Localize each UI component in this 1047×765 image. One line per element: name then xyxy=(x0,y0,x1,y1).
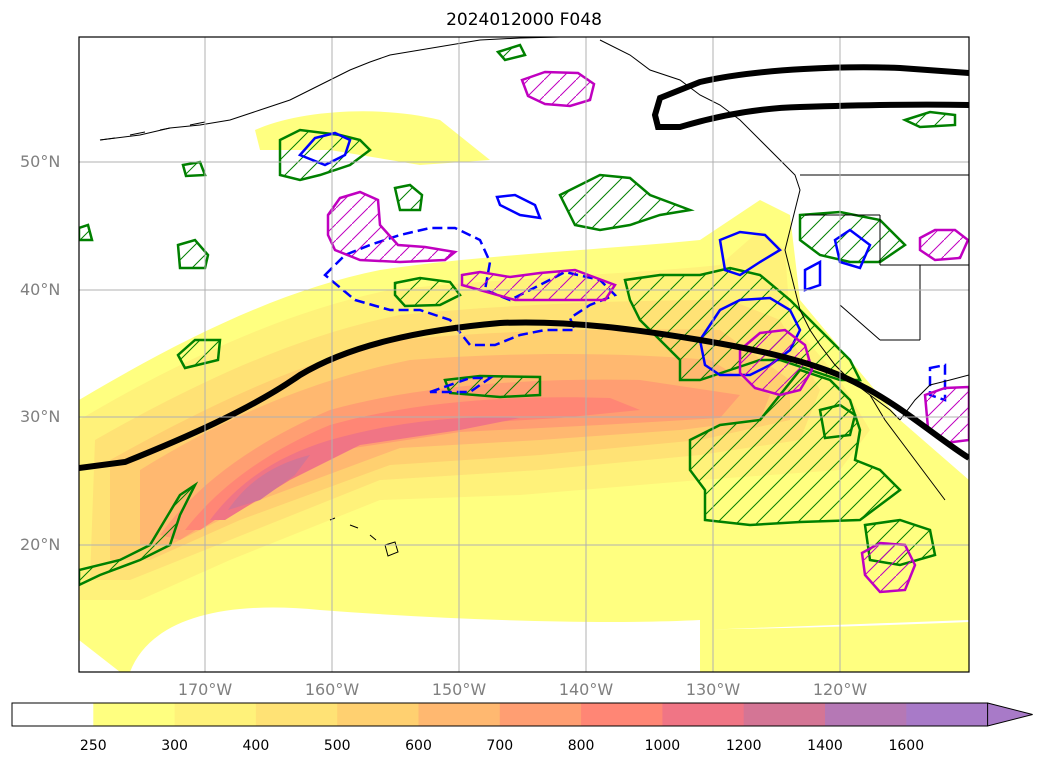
baja-coast xyxy=(869,394,946,501)
green-contour-west xyxy=(79,481,199,587)
blue-contour-2 xyxy=(495,193,542,220)
magenta-contour-1 xyxy=(326,190,458,264)
colorbar-tick-label: 400 xyxy=(242,738,270,754)
colorbar-segment xyxy=(499,703,582,726)
gridlines xyxy=(79,37,969,672)
colorbar-segment xyxy=(662,703,745,726)
blue-dashed-contour-2 xyxy=(429,376,494,394)
colorbar-segment xyxy=(174,703,257,726)
colorbar-tick-label: 700 xyxy=(486,738,514,754)
colorbar-segment xyxy=(581,703,663,726)
green-contour-5 xyxy=(818,403,857,440)
blue-contour-5 xyxy=(833,228,872,270)
colorbar-segment xyxy=(337,703,419,726)
colorbar-segment xyxy=(12,703,94,726)
colorbar-outline xyxy=(11,702,988,727)
green-contour-mid xyxy=(393,276,462,308)
colorbar-tick-label: 300 xyxy=(161,738,188,754)
lon-label-130w: 130°W xyxy=(685,680,741,699)
magenta-contour-4 xyxy=(738,328,814,397)
magenta-contours xyxy=(326,70,969,594)
green-contour-2 xyxy=(176,238,210,270)
ivt-band-1000 xyxy=(210,417,520,520)
colorbar-segment xyxy=(418,703,501,726)
magenta-contour-3 xyxy=(520,70,596,108)
state-borders xyxy=(805,214,969,341)
alaska-coast xyxy=(99,37,561,141)
bc-coast xyxy=(599,39,801,231)
ivt-band-1200 xyxy=(228,455,310,510)
colorbar-tick-label: 1000 xyxy=(644,738,681,754)
colorbar-segment xyxy=(906,703,989,726)
aleutians xyxy=(99,121,206,141)
jet-axis xyxy=(79,64,969,471)
green-contour-8 xyxy=(181,160,207,178)
lon-label-170w: 170°W xyxy=(177,680,233,699)
green-contour-9 xyxy=(79,223,94,242)
colorbar-segment xyxy=(255,703,338,726)
ivt-band-250-upper xyxy=(255,111,490,165)
blue-contour-6 xyxy=(803,259,822,292)
map-title: 2024012000 F048 xyxy=(446,10,602,30)
green-contour-4 xyxy=(393,183,424,212)
colorbar xyxy=(11,702,1033,727)
mexico-coast xyxy=(899,374,969,421)
lat-label-20n: 20°N xyxy=(20,535,61,554)
map-frame xyxy=(78,36,970,673)
blue-contour-1 xyxy=(297,131,352,167)
ivt-band-700 xyxy=(160,379,740,540)
lon-label-150w: 150°W xyxy=(431,680,487,699)
green-contour-dakota xyxy=(558,173,695,232)
colorbar-tick-label: 1400 xyxy=(807,738,843,754)
colorbar-extend-arrow xyxy=(987,702,1033,727)
jet-axis-north xyxy=(651,64,969,130)
blue-dashed-contour xyxy=(323,226,618,347)
green-contour-1 xyxy=(278,128,372,182)
lat-label-40n: 40°N xyxy=(20,280,61,299)
ivt-white-pocket xyxy=(130,607,700,672)
lon-label-160w: 160°W xyxy=(304,680,360,699)
ivt-band-south-rim xyxy=(700,622,969,672)
colorbar-tick-label: 250 xyxy=(79,738,107,754)
lat-label-50n: 50°N xyxy=(20,152,61,171)
colorbar-tick-label: 600 xyxy=(405,738,432,754)
us-west-coast xyxy=(784,229,901,421)
colorbar-tick-label: 500 xyxy=(323,738,351,754)
lat-label-30n: 30°N xyxy=(20,407,61,426)
coastlines xyxy=(99,37,969,557)
colorbar-segment xyxy=(825,703,907,726)
green-contour-7 xyxy=(495,43,527,62)
colorbar-tick-label: 1600 xyxy=(888,738,925,754)
blue-contour-3 xyxy=(718,230,783,277)
lon-label-120w: 120°W xyxy=(812,680,868,699)
colorbar-tick-label: 800 xyxy=(567,738,595,754)
green-contour-6 xyxy=(901,110,957,129)
colorbar-segment xyxy=(93,703,176,726)
magenta-contour-7 xyxy=(860,541,917,594)
lon-label-140w: 140°W xyxy=(558,680,614,699)
jet-axis-main xyxy=(79,319,969,471)
colorbar-segment xyxy=(743,703,826,726)
green-contour-3 xyxy=(176,338,222,370)
colorbar-tick-label: 1200 xyxy=(725,738,762,754)
magenta-contour-6 xyxy=(918,228,969,262)
